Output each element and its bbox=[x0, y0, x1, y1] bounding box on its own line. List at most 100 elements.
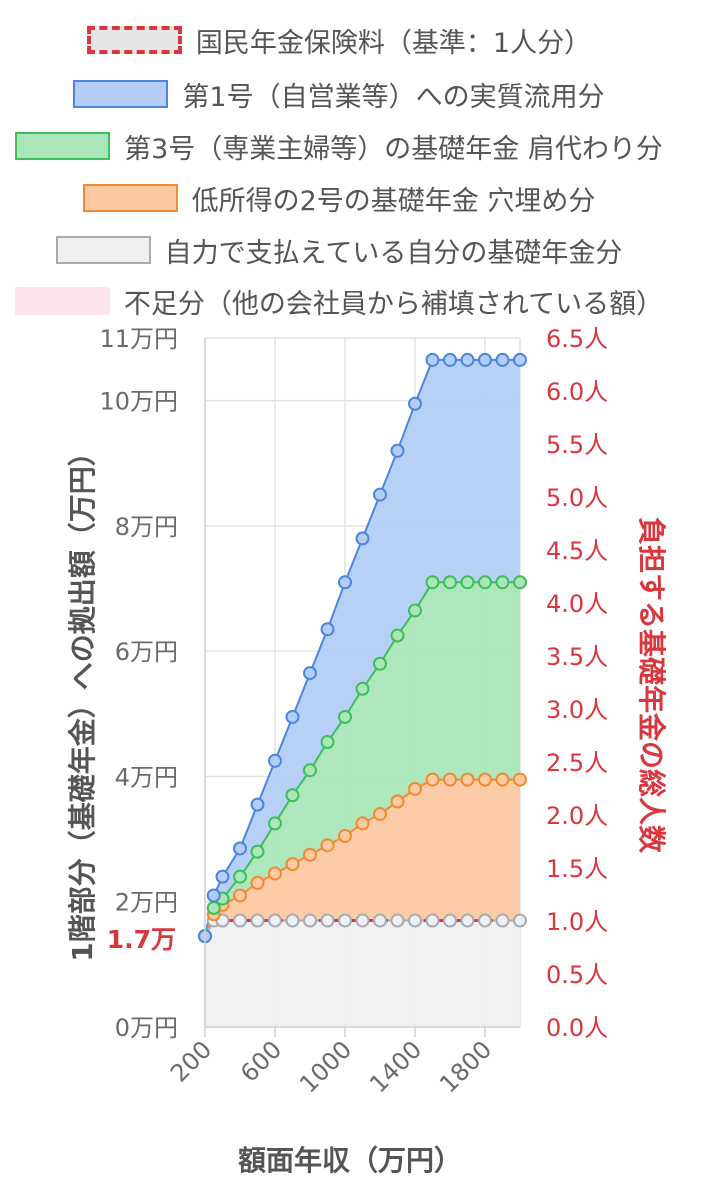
data-point bbox=[408, 781, 422, 796]
data-point bbox=[250, 875, 265, 890]
legend-item-category3-burden[interactable]: 第3号（専業主婦等）の基礎年金 肩代わり分 bbox=[0, 118, 678, 174]
x-tick-label: 600 bbox=[235, 1035, 287, 1087]
y-tick-label: 8万円 bbox=[115, 513, 178, 541]
data-point bbox=[478, 913, 492, 928]
y-tick-label: 6万円 bbox=[115, 638, 178, 666]
legend-item-premium-baseline[interactable]: 国民年金保険料（基準：1人分） bbox=[0, 12, 678, 68]
data-point bbox=[513, 772, 527, 787]
data-point bbox=[233, 888, 247, 903]
legend-label: 国民年金保険料（基準：1人分） bbox=[195, 27, 592, 59]
data-point bbox=[443, 575, 457, 590]
data-point bbox=[390, 913, 405, 928]
data-point bbox=[355, 681, 370, 696]
data-point bbox=[285, 709, 300, 724]
y2-tick-label: 5.5人 bbox=[546, 431, 608, 459]
series-areas bbox=[205, 359, 520, 1027]
data-point bbox=[250, 797, 265, 812]
x-axis-title: 額面年収（万円） bbox=[238, 1144, 462, 1177]
data-point bbox=[285, 788, 300, 803]
y-tick-label: 10万円 bbox=[99, 388, 178, 416]
legend-label: 不足分（他の会社員から補填されている額） bbox=[123, 288, 664, 320]
data-point bbox=[390, 794, 405, 809]
x-tick-label: 1000 bbox=[294, 1035, 357, 1098]
y2-tick-label: 1.5人 bbox=[546, 855, 608, 883]
y-tick-label: 4万円 bbox=[115, 763, 178, 791]
data-point bbox=[215, 869, 230, 884]
y-tick-label: 0万円 bbox=[115, 1014, 178, 1042]
data-point bbox=[478, 772, 492, 787]
data-point bbox=[285, 857, 300, 872]
legend-item-self-paid[interactable]: 自力で支払えている自分の基礎年金分 bbox=[0, 222, 678, 278]
data-point bbox=[478, 352, 492, 367]
data-point bbox=[355, 531, 370, 546]
data-point bbox=[268, 866, 282, 881]
y2-tick-label: 3.0人 bbox=[546, 696, 608, 724]
y-tick-label: 11万円 bbox=[99, 325, 178, 353]
legend-swatch-category1-diversion bbox=[73, 80, 169, 108]
legend-label: 低所得の2号の基礎年金 穴埋め分 bbox=[191, 185, 596, 217]
data-point bbox=[460, 575, 475, 590]
data-point bbox=[425, 772, 440, 787]
data-point bbox=[233, 869, 247, 884]
data-point bbox=[206, 888, 221, 903]
data-point bbox=[373, 656, 387, 671]
data-point bbox=[478, 575, 492, 590]
data-point bbox=[320, 622, 335, 637]
data-point bbox=[513, 913, 527, 928]
data-point bbox=[285, 913, 300, 928]
premium-value-annotation: 1.7万 bbox=[107, 925, 176, 954]
data-point bbox=[495, 352, 510, 367]
data-point bbox=[303, 763, 317, 778]
data-point bbox=[373, 487, 387, 502]
area-fill bbox=[205, 920, 520, 1027]
data-point bbox=[250, 844, 265, 859]
data-point bbox=[303, 913, 317, 928]
legend-swatch-low-income-fill bbox=[82, 184, 178, 212]
data-point bbox=[233, 841, 247, 856]
data-point bbox=[408, 396, 422, 411]
data-point bbox=[250, 913, 265, 928]
area-fill bbox=[205, 582, 520, 937]
x-tick-label: 200 bbox=[165, 1035, 217, 1087]
data-point bbox=[338, 828, 352, 843]
legend-swatch-premium-baseline bbox=[86, 26, 182, 54]
y2-tick-label: 1.0人 bbox=[546, 908, 608, 936]
legend-item-shortfall[interactable]: 不足分（他の会社員から補填されている額） bbox=[0, 273, 678, 329]
data-point bbox=[338, 709, 352, 724]
data-point bbox=[495, 772, 510, 787]
data-point bbox=[338, 913, 352, 928]
x-tick-label: 1400 bbox=[364, 1035, 427, 1098]
area-fill bbox=[205, 359, 520, 937]
data-point bbox=[425, 575, 440, 590]
data-point bbox=[390, 443, 405, 458]
chart-legend: 国民年金保険料（基準：1人分） 第1号（自営業等）への実質流用分 第3号（専業主… bbox=[0, 0, 722, 330]
y2-tick-label: 5.0人 bbox=[546, 484, 608, 512]
data-point bbox=[460, 352, 475, 367]
legend-item-category1-diversion[interactable]: 第1号（自営業等）への実質流用分 bbox=[0, 66, 678, 122]
legend-swatch-self-paid bbox=[55, 236, 151, 264]
y-tick-label: 2万円 bbox=[115, 889, 178, 917]
data-point bbox=[425, 913, 440, 928]
y2-tick-label: 0.0人 bbox=[546, 1014, 608, 1042]
area-fill bbox=[205, 779, 520, 937]
data-point bbox=[443, 913, 457, 928]
y2-tick-label: 4.5人 bbox=[546, 537, 608, 565]
data-point bbox=[338, 575, 352, 590]
y2-tick-label: 6.0人 bbox=[546, 378, 608, 406]
series-points bbox=[198, 352, 527, 944]
data-point bbox=[320, 913, 335, 928]
legend-item-low-income-fill[interactable]: 低所得の2号の基礎年金 穴埋め分 bbox=[0, 170, 678, 226]
x-tick-label: 1800 bbox=[434, 1035, 497, 1098]
data-point bbox=[233, 913, 247, 928]
data-point bbox=[320, 838, 335, 853]
legend-label: 自力で支払えている自分の基礎年金分 bbox=[164, 237, 623, 269]
y2-axis-title: 負担する基礎年金の総人数 bbox=[635, 517, 668, 854]
data-point bbox=[408, 603, 422, 618]
data-point bbox=[513, 352, 527, 367]
y2-tick-label: 2.0人 bbox=[546, 802, 608, 830]
legend-label: 第3号（専業主婦等）の基礎年金 肩代わり分 bbox=[124, 133, 663, 165]
data-point bbox=[408, 913, 422, 928]
data-point bbox=[495, 575, 510, 590]
data-point bbox=[373, 807, 387, 822]
